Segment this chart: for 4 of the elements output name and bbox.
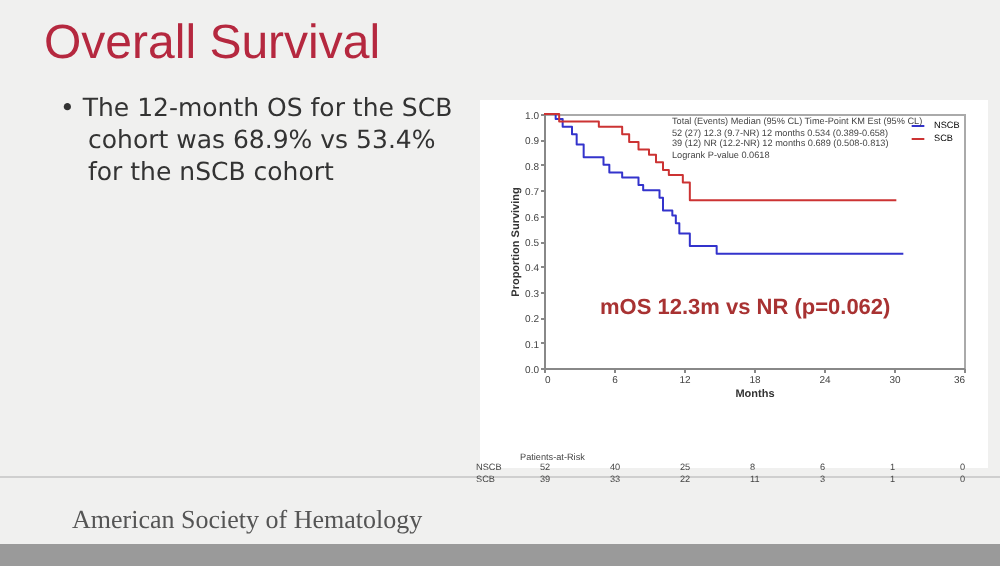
text: • The 12-month OS for the SCB cohort was 68.9% vs 53.4% for the nSCB cohort <box>60 92 455 188</box>
chart-title: Overall Survival <box>44 16 381 72</box>
text: American Society of Hematology <box>72 504 423 536</box>
annotation: mOS 12.3m vs NR (p=0.062) <box>600 296 891 320</box>
